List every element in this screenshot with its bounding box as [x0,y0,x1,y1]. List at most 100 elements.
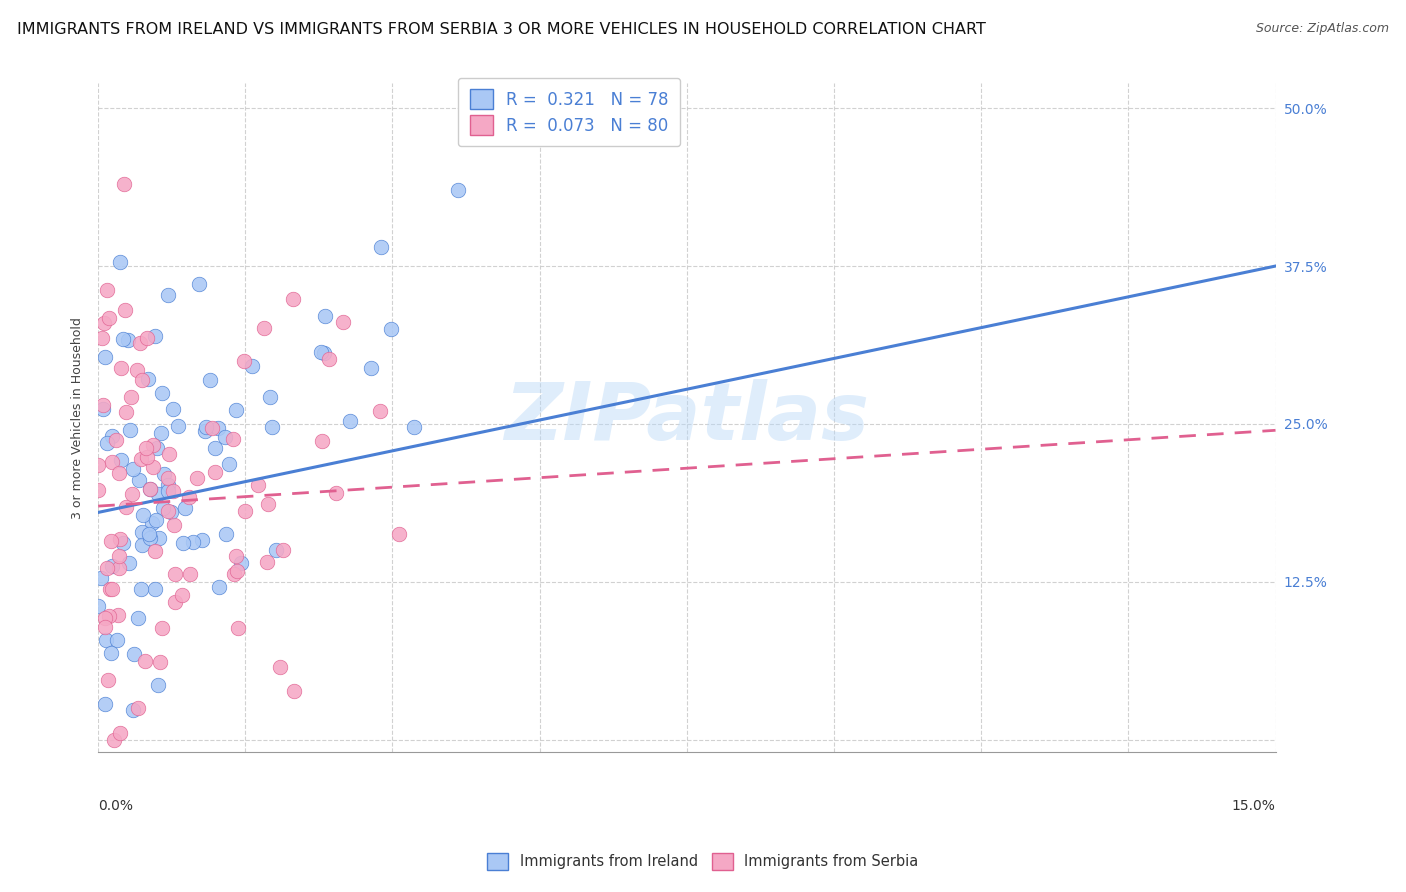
Point [100,429,122,443]
Point [145,442,167,456]
Point [269,660,291,674]
Point [87,458,110,472]
Point [87,483,110,498]
Point [128,473,150,487]
Legend: R =  0.321   N = 78, R =  0.073   N = 80: R = 0.321 N = 78, R = 0.073 N = 80 [458,78,681,146]
Point [247,478,270,492]
Point [256,555,278,569]
Point [142,438,165,452]
Point [257,497,280,511]
Point [204,441,226,455]
Point [145,513,167,527]
Point [135,441,157,455]
Text: 15.0%: 15.0% [1232,799,1275,814]
Point [91,402,114,417]
Point [94,350,117,364]
Point [127,363,149,377]
Point [167,419,190,434]
Point [121,487,143,501]
Point [156,288,179,302]
Text: IMMIGRANTS FROM IRELAND VS IMMIGRANTS FROM SERBIA 3 OR MORE VEHICLES IN HOUSEHOL: IMMIGRANTS FROM IRELAND VS IMMIGRANTS FR… [17,22,986,37]
Point [150,385,173,400]
Point [233,354,256,368]
Point [148,678,170,692]
Point [142,460,165,475]
Point [108,255,131,269]
Point [87,599,110,614]
Point [163,518,186,533]
Point [157,504,180,518]
Text: Source: ZipAtlas.com: Source: ZipAtlas.com [1256,22,1389,36]
Point [204,466,226,480]
Point [163,567,186,582]
Point [179,491,201,505]
Point [138,527,160,541]
Point [139,482,162,496]
Point [108,532,131,546]
Point [114,405,136,419]
Point [93,697,115,711]
Point [226,621,249,635]
Point [94,620,117,634]
Point [91,330,114,344]
Point [129,452,152,467]
Point [207,421,229,435]
Point [112,535,135,549]
Point [194,424,217,438]
Point [146,487,169,501]
Point [173,501,195,516]
Point [360,360,382,375]
Point [318,352,340,367]
Point [170,588,193,602]
Point [311,434,333,448]
Point [143,328,166,343]
Point [108,466,131,480]
Point [114,303,136,318]
Point [98,609,121,624]
Point [152,467,174,481]
Point [309,345,332,359]
Point [127,611,149,625]
Point [110,453,132,467]
Point [115,500,138,514]
Point [103,732,125,747]
Point [139,482,162,496]
Point [368,404,391,418]
Point [240,359,263,373]
Point [339,414,361,428]
Point [264,543,287,558]
Point [107,607,129,622]
Point [96,561,118,575]
Point [259,390,281,404]
Point [312,346,335,360]
Point [214,430,236,444]
Point [200,373,222,387]
Point [281,293,304,307]
Point [156,477,179,491]
Point [136,371,159,385]
Point [129,582,152,596]
Point [108,726,131,740]
Point [172,536,194,550]
Point [111,332,134,346]
Point [181,534,204,549]
Point [143,582,166,596]
Point [120,390,142,404]
Point [208,580,231,594]
Point [93,398,115,412]
Point [148,531,170,545]
Point [157,484,180,499]
Point [149,656,172,670]
Point [253,321,276,335]
Point [136,450,159,465]
Point [201,421,224,435]
Point [260,419,283,434]
Point [325,486,347,500]
Point [157,447,180,461]
Point [105,632,128,647]
Point [162,401,184,416]
Point [117,333,139,347]
Point [131,373,153,387]
Point [149,426,172,441]
Point [283,684,305,698]
